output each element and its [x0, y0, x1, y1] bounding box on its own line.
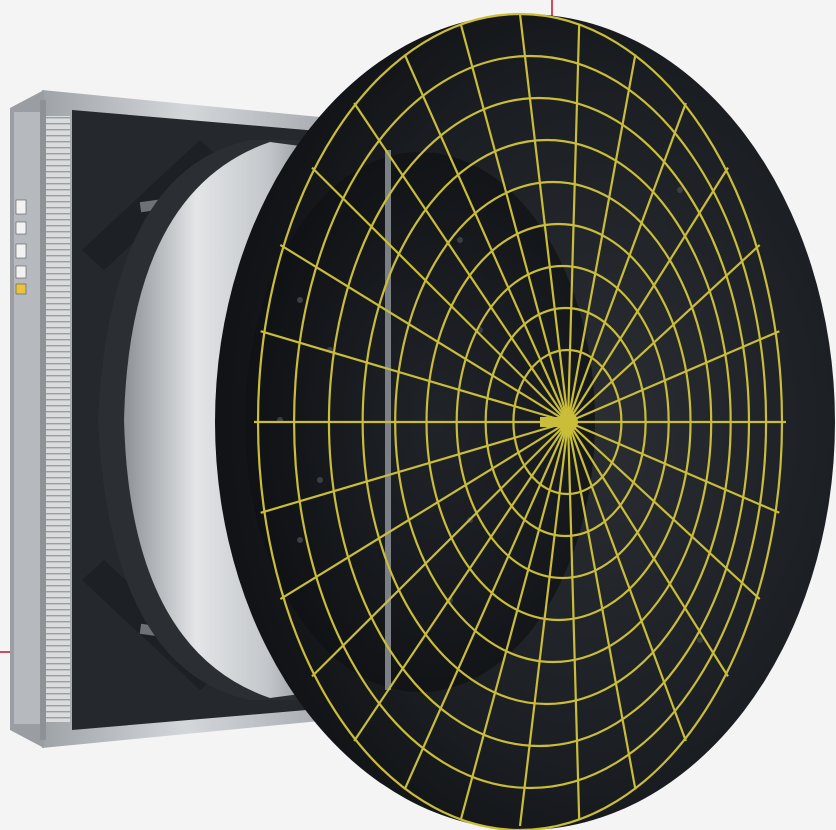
- guard-spoke: [459, 421, 570, 821]
- guard-spoke: [353, 102, 569, 423]
- guard-spoke: [260, 420, 569, 514]
- guard-spoke: [459, 23, 570, 423]
- guard-spoke: [567, 420, 780, 514]
- guard-spoke: [279, 421, 569, 600]
- guard-spoke: [566, 102, 687, 423]
- guard-spoke: [260, 330, 569, 424]
- guard-spoke: [567, 421, 761, 600]
- guard-spoke: [311, 166, 569, 423]
- guard-spoke: [279, 244, 569, 423]
- guard-spoke: [567, 421, 729, 677]
- wire-guard: [254, 13, 786, 830]
- louver-strip: [44, 116, 70, 722]
- guard-spoke: [311, 421, 569, 678]
- guard-spoke: [403, 53, 570, 423]
- guard-spoke: [518, 421, 570, 827]
- guard-spoke: [567, 244, 761, 423]
- fan-hub: [540, 412, 578, 432]
- guard-spoke: [353, 421, 569, 742]
- guard-spoke: [518, 13, 570, 423]
- guard-spoke: [567, 167, 729, 423]
- guard-spoke: [566, 24, 581, 423]
- warning-labels: [15, 199, 27, 295]
- guard-spoke: [566, 421, 687, 742]
- guard-spoke: [403, 421, 570, 791]
- guard-spoke: [566, 54, 637, 423]
- guard-spoke: [566, 421, 637, 790]
- guard-spoke: [567, 330, 780, 424]
- guard-spoke: [566, 421, 581, 820]
